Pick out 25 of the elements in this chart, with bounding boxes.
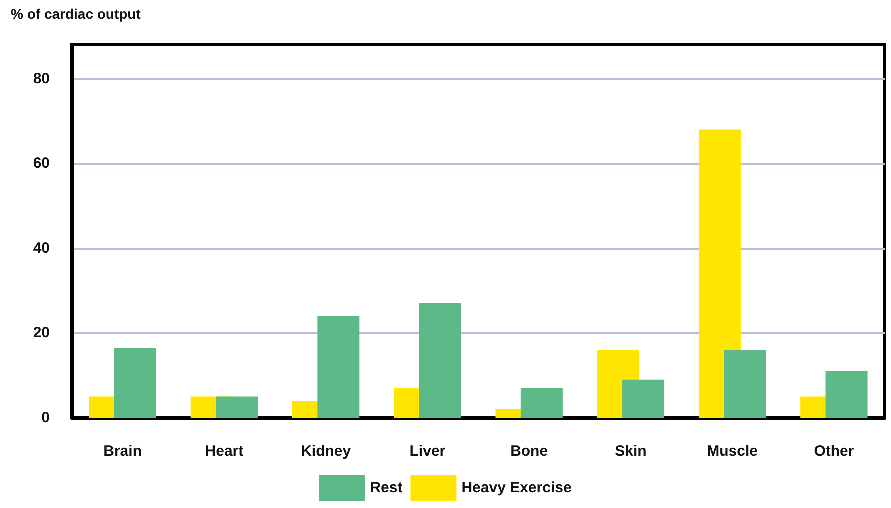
y-tick-label: 20 bbox=[33, 324, 50, 342]
x-tick-label: Skin bbox=[615, 443, 647, 460]
x-tick-label: Heart bbox=[205, 443, 244, 460]
y-axis-title: % of cardiac output bbox=[11, 6, 142, 22]
legend-label: Heavy Exercise bbox=[462, 480, 572, 496]
bar bbox=[114, 348, 156, 418]
bar bbox=[724, 350, 766, 418]
legend-label: Rest bbox=[370, 480, 403, 496]
y-tick-label: 40 bbox=[33, 240, 50, 257]
x-tick-label: Other bbox=[814, 443, 854, 460]
bar bbox=[698, 130, 741, 418]
y-tick-label: 80 bbox=[33, 70, 50, 88]
x-tick-label: Kidney bbox=[301, 443, 352, 460]
bar bbox=[622, 380, 665, 418]
bar bbox=[216, 396, 258, 418]
y-tick-label: 60 bbox=[33, 155, 50, 172]
x-tick-label: Liver bbox=[410, 443, 446, 460]
bar bbox=[826, 371, 868, 418]
x-tick-label: Muscle bbox=[707, 443, 758, 460]
y-tick-label: 0 bbox=[42, 410, 50, 426]
x-tick-label: Bone bbox=[510, 443, 548, 460]
x-tick-label: Brain bbox=[104, 443, 142, 460]
bar bbox=[520, 388, 563, 418]
bar bbox=[419, 304, 462, 418]
bar bbox=[318, 316, 360, 418]
